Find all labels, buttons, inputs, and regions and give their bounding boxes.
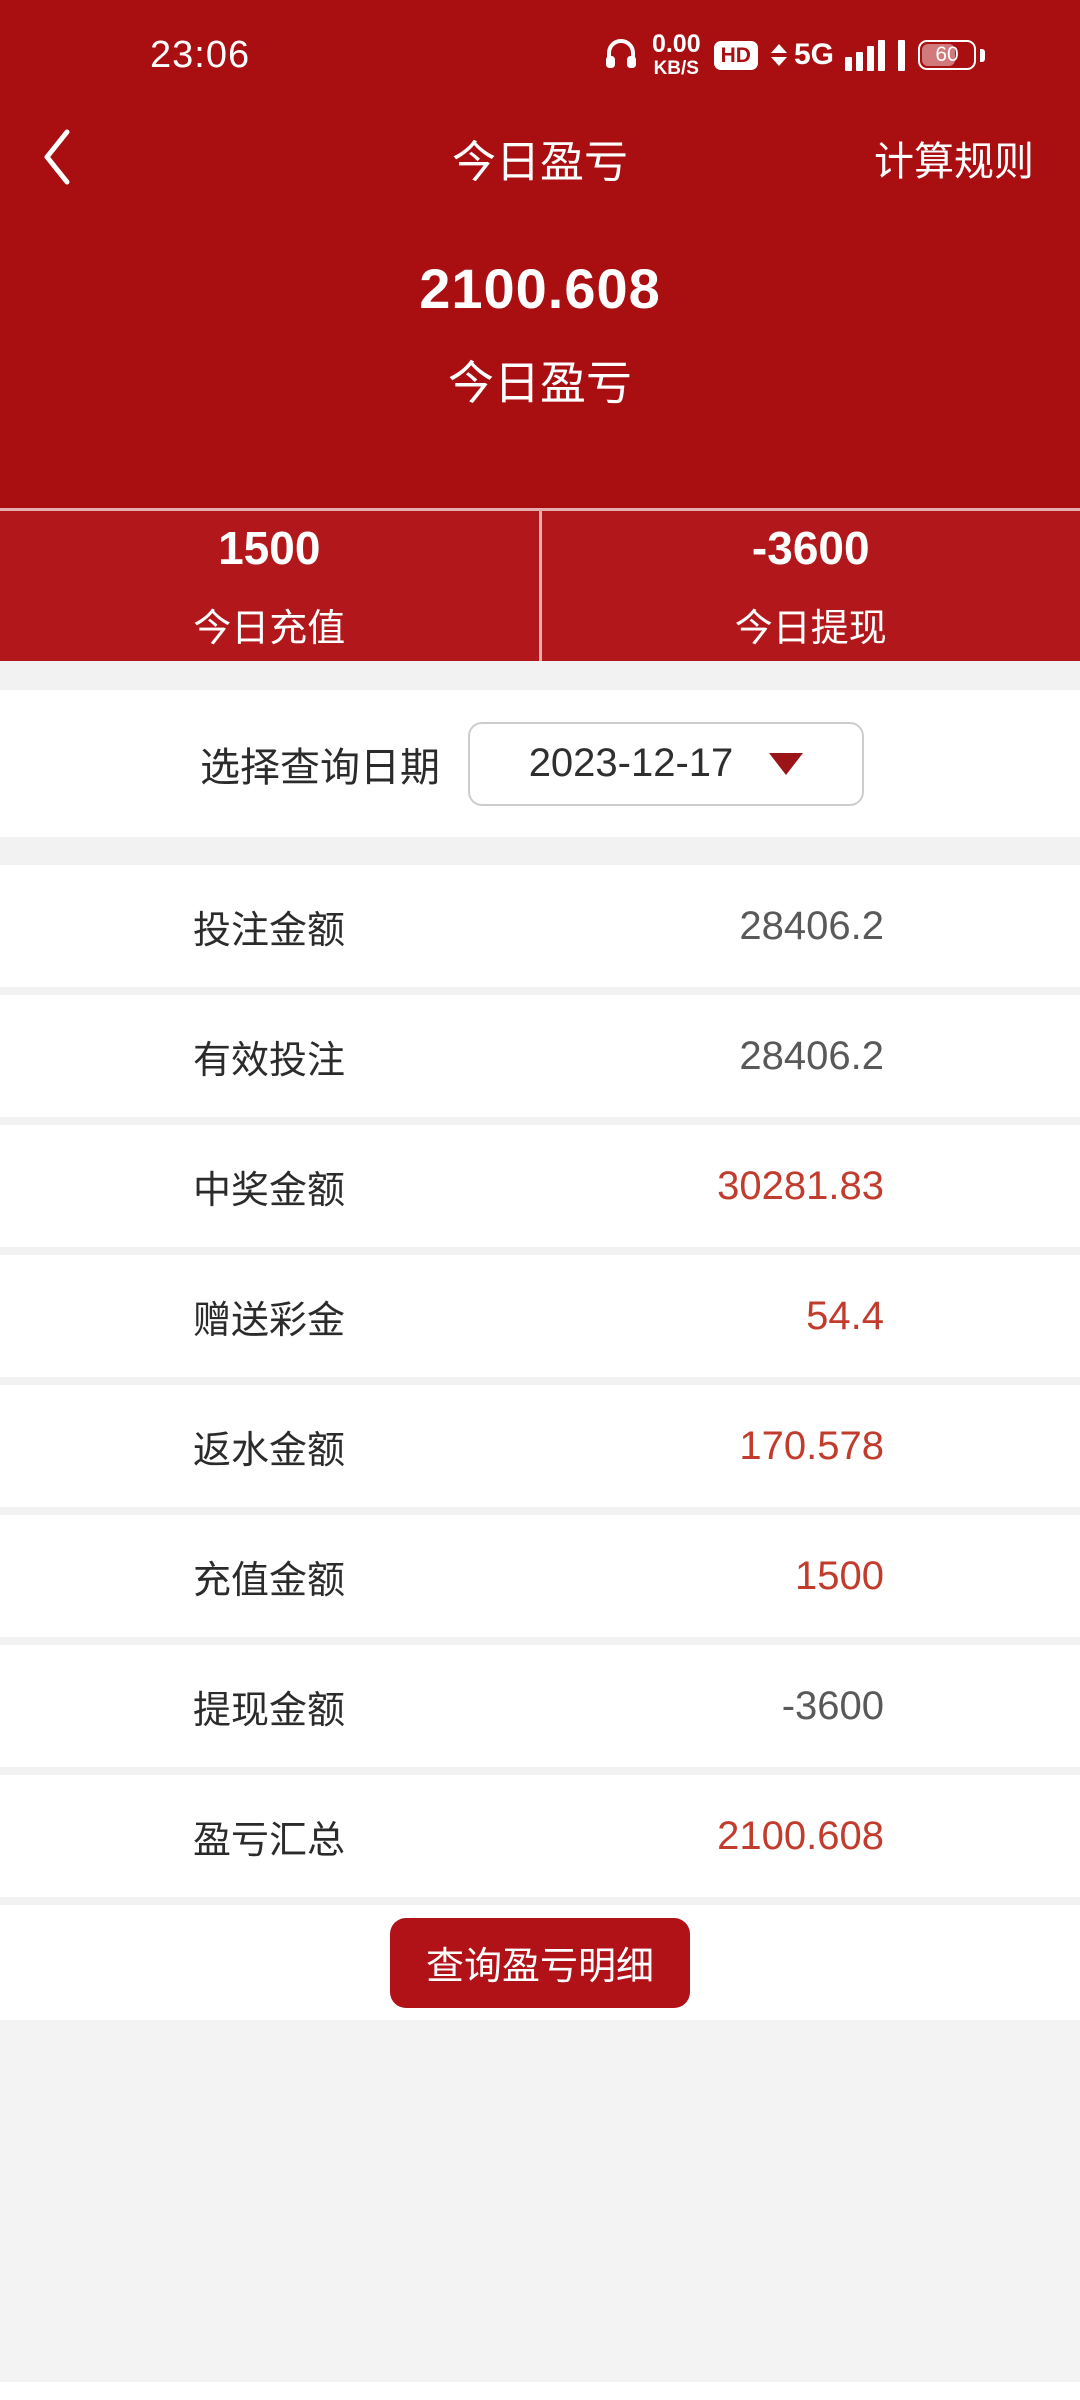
table-row: 赠送彩金 54.4 (0, 1255, 1080, 1377)
today-withdraw-label: 今日提现 (734, 607, 887, 650)
table-row: 投注金额 28406.2 (0, 865, 1080, 987)
navbar: 今日盈亏 计算规则 (0, 110, 1080, 206)
table-row: 提现金额 -3600 (0, 1645, 1080, 1767)
today-deposit-value: 1500 (218, 521, 321, 574)
calculation-rules-link[interactable]: 计算规则 (868, 128, 1040, 188)
hd-voice-icon: HD (713, 40, 758, 70)
row-label: 充值金额 (193, 1559, 346, 1602)
status-icons: 0.00 KB/S HD 5G 60 (603, 32, 985, 78)
row-label: 中奖金额 (193, 1169, 346, 1212)
row-value: -3600 (781, 1683, 884, 1728)
row-value: 170.578 (739, 1423, 884, 1468)
back-button[interactable] (40, 123, 100, 193)
footer-area (0, 2020, 1080, 2382)
caret-down-icon (769, 752, 804, 775)
today-withdraw-value: -3600 (751, 521, 870, 574)
row-value: 28406.2 (739, 903, 884, 948)
table-row: 中奖金额 30281.83 (0, 1125, 1080, 1247)
header-red-block: 23:06 0.00 KB/S HD 5G (0, 0, 1080, 508)
data-arrows-icon (770, 44, 787, 66)
page-title: 今日盈亏 (452, 138, 628, 187)
today-profit-label: 今日盈亏 (448, 357, 632, 409)
bottom-strip (0, 2382, 1080, 2400)
selected-date: 2023-12-17 (528, 741, 734, 785)
row-value: 2100.608 (717, 1813, 884, 1858)
signal-bars-icon (845, 39, 885, 71)
row-value: 30281.83 (717, 1163, 884, 1208)
today-profit-amount: 2100.608 (419, 257, 661, 320)
table-row: 有效投注 28406.2 (0, 995, 1080, 1117)
battery-fill (922, 44, 956, 66)
row-label: 提现金额 (193, 1689, 346, 1732)
battery-nub (980, 48, 985, 62)
headset-icon (603, 37, 639, 74)
table-row: 盈亏汇总 2100.608 (0, 1775, 1080, 1897)
date-select-box[interactable]: 2023-12-17 (468, 721, 864, 806)
row-value: 28406.2 (739, 1033, 884, 1078)
row-value: 54.4 (806, 1293, 884, 1338)
status-bar: 23:06 0.00 KB/S HD 5G (0, 0, 1080, 100)
today-deposit-cell: 1500 今日充值 (0, 511, 542, 661)
table-row: 充值金额 1500 (0, 1515, 1080, 1637)
button-section: 查询盈亏明细 (0, 1905, 1080, 2020)
sim2-signal-icon (898, 39, 905, 71)
network-type-label: 5G (793, 38, 834, 71)
summary-band: 1500 今日充值 -3600 今日提现 (0, 508, 1080, 661)
row-value: 1500 (795, 1553, 884, 1598)
row-label: 有效投注 (193, 1039, 346, 1082)
row-label: 返水金额 (193, 1429, 346, 1472)
table-row: 返水金额 170.578 (0, 1385, 1080, 1507)
clock: 23:06 (150, 33, 251, 76)
query-profit-detail-button[interactable]: 查询盈亏明细 (390, 1917, 690, 2008)
divider-strip (0, 661, 1080, 690)
today-deposit-label: 今日充值 (193, 607, 346, 650)
date-picker-label: 选择查询日期 (200, 745, 440, 790)
network-speed-indicator: 0.00 KB/S (651, 30, 701, 79)
date-picker-row: 选择查询日期 2023-12-17 (0, 690, 1080, 837)
battery-icon: 60 (918, 40, 976, 70)
row-label: 投注金额 (193, 909, 346, 952)
today-withdraw-cell: -3600 今日提现 (542, 511, 1080, 661)
battery-percent: 60 (935, 43, 959, 66)
chevron-left-icon (40, 127, 72, 190)
row-label: 盈亏汇总 (193, 1819, 346, 1862)
hero-summary: 2100.608 今日盈亏 (0, 256, 1080, 413)
row-label: 赠送彩金 (193, 1299, 346, 1342)
divider-strip (0, 837, 1080, 865)
